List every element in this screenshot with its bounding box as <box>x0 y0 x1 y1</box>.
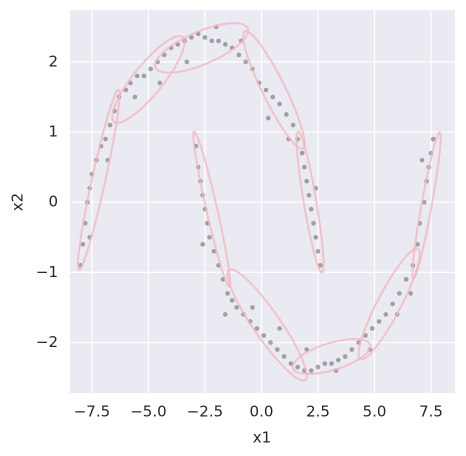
y-tick-label: −1 <box>36 263 58 281</box>
x-tick-label: 5.0 <box>363 403 387 421</box>
point <box>396 290 403 297</box>
point <box>260 332 267 339</box>
point <box>263 87 269 93</box>
point <box>206 234 213 241</box>
y-tick-label: −2 <box>36 333 58 351</box>
x-tick-label: −7.5 <box>74 403 110 421</box>
point <box>269 94 276 100</box>
point <box>242 59 249 65</box>
x-tick-label: 7.5 <box>419 403 443 421</box>
point <box>202 34 208 41</box>
point <box>222 311 229 318</box>
cluster-ellipse <box>226 268 308 382</box>
point <box>208 38 215 44</box>
cluster-ellipse <box>295 130 325 274</box>
point <box>369 325 376 332</box>
point <box>147 66 154 72</box>
cluster-ellipse <box>242 30 306 150</box>
point <box>276 101 283 107</box>
point <box>403 276 409 283</box>
point <box>301 164 308 170</box>
y-tick-label: 0 <box>48 193 58 211</box>
point <box>249 304 256 311</box>
point <box>310 220 317 227</box>
x-tick-label: 2.5 <box>306 403 330 421</box>
y-axis-label: x2 <box>9 193 27 211</box>
point <box>383 311 389 318</box>
point <box>315 248 321 255</box>
point <box>134 73 140 79</box>
point <box>236 52 242 58</box>
point <box>102 136 109 142</box>
cluster-ellipse <box>154 22 250 74</box>
point <box>303 178 310 184</box>
point <box>419 157 425 163</box>
cluster-ellipse <box>76 88 121 271</box>
point <box>276 325 283 332</box>
x-tick-label: −2.5 <box>187 403 223 421</box>
point <box>290 122 296 128</box>
point <box>267 339 274 346</box>
point <box>229 297 235 304</box>
point <box>335 357 342 363</box>
point <box>199 241 206 248</box>
point <box>141 73 147 79</box>
point <box>222 41 229 48</box>
point <box>299 150 305 156</box>
y-tick-label: 2 <box>48 52 58 70</box>
cluster-ellipse <box>357 247 421 361</box>
cluster-ellipse <box>291 337 372 375</box>
point <box>349 346 355 353</box>
point <box>294 364 301 370</box>
point <box>376 318 382 325</box>
point <box>389 301 396 307</box>
x-axis-label: x1 <box>253 429 271 447</box>
point <box>132 94 138 100</box>
x-tick-label: −5.0 <box>130 403 166 421</box>
point <box>224 290 231 297</box>
point <box>315 364 321 370</box>
point <box>184 59 190 65</box>
point <box>283 111 290 118</box>
point <box>274 346 281 353</box>
point <box>308 367 315 374</box>
point <box>321 360 328 367</box>
point <box>308 206 315 213</box>
point <box>306 192 312 198</box>
cluster-ellipse <box>411 131 442 281</box>
point <box>107 122 113 128</box>
y-tick-label: 1 <box>48 123 58 141</box>
point <box>328 360 335 367</box>
point <box>156 80 163 86</box>
point <box>342 353 348 360</box>
point <box>312 234 319 241</box>
point <box>265 115 272 121</box>
point <box>215 38 222 44</box>
x-tick-label: 0.0 <box>250 403 274 421</box>
cluster-ellipse <box>111 35 186 124</box>
cluster-ellipse <box>192 130 232 288</box>
point <box>281 353 287 360</box>
